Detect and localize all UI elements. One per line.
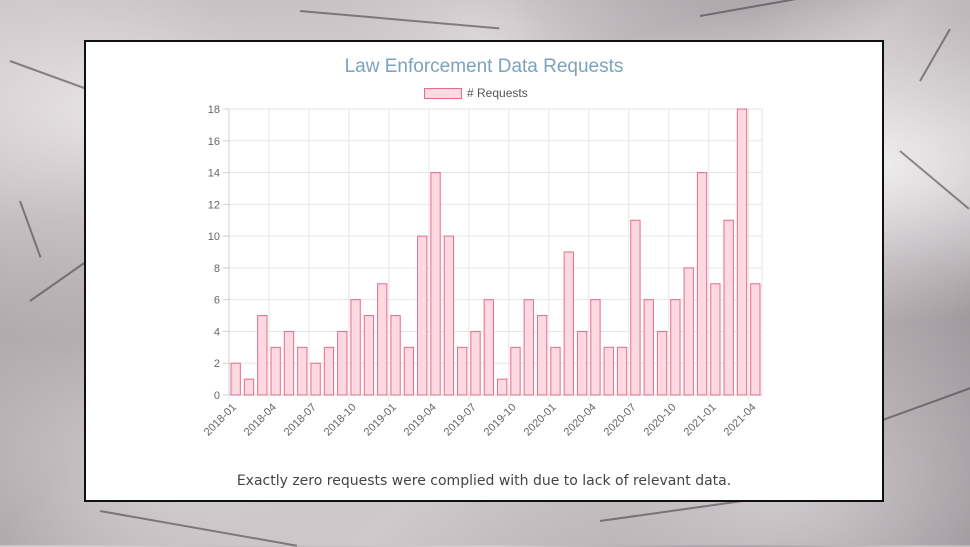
bar bbox=[510, 346, 521, 396]
bar bbox=[683, 267, 694, 396]
bar bbox=[630, 219, 641, 396]
bar bbox=[243, 378, 255, 396]
y-tick-label: 2 bbox=[214, 358, 220, 370]
bar bbox=[536, 315, 548, 396]
bar bbox=[710, 283, 721, 396]
x-tick-label: 2018-07 bbox=[282, 401, 319, 438]
bar bbox=[257, 315, 268, 396]
bar bbox=[723, 219, 734, 396]
bar bbox=[230, 362, 241, 396]
y-tick-label: 18 bbox=[208, 104, 220, 116]
bar bbox=[576, 330, 588, 396]
bar bbox=[443, 235, 455, 396]
x-tick-label: 2020-07 bbox=[602, 401, 639, 438]
bar bbox=[656, 330, 668, 396]
bar bbox=[457, 346, 468, 396]
bar bbox=[750, 283, 761, 396]
bar bbox=[736, 108, 748, 396]
bar bbox=[390, 315, 401, 396]
x-tick-label: 2019-07 bbox=[442, 401, 479, 438]
chart-card: Law Enforcement Data Requests # Requests… bbox=[84, 40, 884, 502]
y-tick-label: 10 bbox=[208, 231, 220, 243]
x-tick-label: 2020-01 bbox=[522, 401, 559, 438]
bar bbox=[430, 172, 441, 396]
bar bbox=[603, 346, 614, 396]
bar bbox=[350, 299, 361, 396]
bar bbox=[470, 330, 481, 396]
chart-caption: Exactly zero requests were complied with… bbox=[236, 473, 732, 489]
rock-crack bbox=[919, 28, 951, 82]
bar bbox=[643, 299, 654, 396]
chart-title: Law Enforcement Data Requests bbox=[344, 56, 624, 77]
y-tick-label: 8 bbox=[214, 263, 220, 275]
rock-crack bbox=[299, 10, 500, 30]
x-tick-label: 2021-01 bbox=[682, 401, 719, 438]
bar-chart: 0 2 4 6 8 10 12 14 16 18 2018-01 2018-04 2018-07 2018… bbox=[202, 104, 763, 438]
legend[interactable]: # Requests bbox=[424, 86, 528, 100]
x-tick-label: 2021-04 bbox=[722, 401, 759, 438]
bar bbox=[403, 346, 415, 396]
bar bbox=[323, 346, 335, 396]
bar bbox=[563, 251, 574, 396]
x-tick-label: 2019-04 bbox=[402, 401, 439, 438]
bar bbox=[310, 362, 321, 396]
rock-crack bbox=[699, 0, 858, 17]
bar bbox=[337, 330, 348, 396]
y-tick-label: 14 bbox=[208, 168, 220, 180]
y-tick-label: 12 bbox=[208, 199, 220, 211]
bar bbox=[377, 283, 388, 396]
y-tick-label: 16 bbox=[208, 136, 220, 148]
bar bbox=[523, 299, 534, 396]
x-tick-label: 2019-01 bbox=[362, 401, 399, 438]
rock-crack bbox=[19, 200, 42, 258]
rock-crack bbox=[879, 382, 970, 422]
x-tick-label: 2019-10 bbox=[482, 401, 519, 438]
y-tick-label: 0 bbox=[214, 390, 220, 402]
bar bbox=[496, 378, 508, 396]
bar bbox=[616, 346, 628, 396]
x-tick-label: 2020-10 bbox=[642, 401, 679, 438]
bar bbox=[670, 299, 681, 396]
bar bbox=[417, 235, 428, 396]
rock-crack bbox=[99, 510, 298, 547]
bar bbox=[696, 172, 708, 396]
bar bbox=[283, 330, 295, 396]
bar bbox=[270, 346, 281, 396]
x-tick-label: 2018-04 bbox=[242, 401, 279, 438]
legend-label: # Requests bbox=[467, 86, 528, 100]
bar bbox=[483, 299, 495, 396]
bar bbox=[550, 346, 561, 396]
x-tick-label: 2018-01 bbox=[202, 401, 239, 438]
bar bbox=[590, 299, 601, 396]
y-tick-label: 4 bbox=[214, 326, 220, 338]
bar bbox=[297, 346, 308, 396]
rock-crack bbox=[899, 150, 970, 210]
bar bbox=[363, 315, 375, 396]
x-tick-label: 2020-04 bbox=[562, 401, 599, 438]
legend-swatch bbox=[424, 87, 462, 99]
y-tick-label: 6 bbox=[214, 295, 220, 307]
x-tick-label: 2018-10 bbox=[322, 401, 359, 438]
